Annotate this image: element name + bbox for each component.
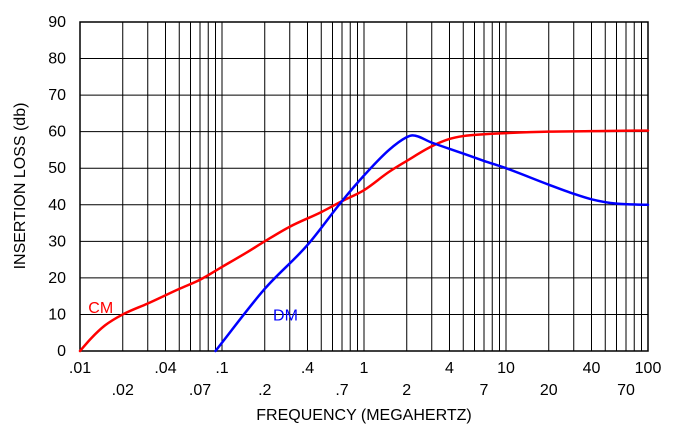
y-tick-label: 0 [57,343,66,360]
y-tick-label: 60 [48,124,66,141]
plot-frame [79,21,649,352]
x-tick-label: 20 [540,382,558,399]
x-tick-label: 1 [360,360,369,377]
y-tick-label: 20 [48,270,66,287]
x-tick-label: .4 [301,360,314,377]
y-tick-label: 70 [48,87,66,104]
series-group: CM DM [78,129,650,353]
y-tick-label: 80 [48,51,66,68]
y-tick-label: 30 [48,233,66,250]
tick-labels: 0 10 20 30 40 50 60 70 80 90 .01 .04 .1 .4 1 4 10 40 100 .0… [48,14,661,399]
x-tick-label: .07 [189,382,211,399]
x-tick-label: .04 [154,360,176,377]
x-tick-label: 4 [445,360,454,377]
x-tick-label: .7 [335,382,348,399]
x-tick-label: 7 [480,382,489,399]
y-tick-label: 10 [48,306,66,323]
y-axis-title: INSERTION LOSS (db) [12,103,29,270]
x-axis-title: FREQUENCY (MEGAHERTZ) [256,407,471,424]
x-tick-label: .1 [215,360,228,377]
y-tick-label: 50 [48,160,66,177]
x-tick-label: 40 [583,360,601,377]
x-tick-label: .2 [258,382,271,399]
series-label-dm: DM [273,307,298,324]
y-tick-label: 90 [48,14,66,31]
x-tick-label: 2 [402,382,411,399]
x-tick-label: 100 [635,360,662,377]
y-tick-label: 40 [48,197,66,214]
x-tick-label: 10 [497,360,515,377]
x-tick-label: 70 [617,382,635,399]
series-line-dm [214,134,650,353]
x-tick-label: .02 [112,382,134,399]
series-label-cm: CM [88,300,113,317]
x-tick-label: .01 [69,360,91,377]
series-line-cm [78,129,650,353]
